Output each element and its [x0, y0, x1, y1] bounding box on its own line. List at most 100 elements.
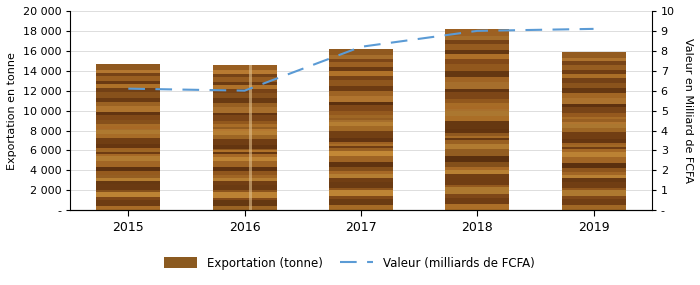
- Bar: [561, 122, 626, 124]
- Bar: [97, 97, 160, 102]
- Bar: [561, 93, 626, 98]
- Bar: [213, 178, 276, 181]
- Bar: [213, 124, 276, 127]
- Bar: [213, 175, 276, 178]
- Bar: [213, 107, 276, 113]
- Bar: [213, 157, 276, 161]
- Bar: [97, 181, 160, 184]
- Bar: [97, 198, 160, 200]
- Bar: [445, 99, 509, 103]
- Bar: [561, 107, 626, 113]
- Bar: [213, 181, 276, 185]
- Bar: [445, 174, 509, 178]
- Bar: [561, 163, 626, 168]
- Bar: [329, 167, 393, 171]
- Bar: [445, 138, 509, 141]
- Bar: [329, 115, 393, 117]
- Bar: [329, 146, 393, 148]
- Bar: [329, 55, 393, 59]
- Bar: [97, 88, 160, 92]
- Bar: [213, 93, 276, 98]
- Bar: [329, 188, 393, 190]
- Bar: [97, 102, 160, 106]
- Bar: [97, 175, 160, 178]
- Bar: [445, 64, 509, 71]
- Bar: [561, 52, 626, 58]
- Bar: [561, 58, 626, 61]
- Bar: [329, 131, 393, 138]
- Bar: [445, 121, 509, 129]
- Bar: [213, 190, 276, 192]
- Bar: [445, 141, 509, 144]
- Bar: [561, 124, 626, 128]
- Bar: [329, 111, 393, 115]
- Bar: [445, 50, 509, 54]
- Bar: [561, 70, 626, 74]
- Bar: [97, 70, 160, 73]
- Bar: [97, 205, 160, 210]
- Bar: [561, 149, 626, 152]
- Bar: [561, 152, 626, 157]
- Bar: [329, 151, 393, 156]
- Bar: [97, 167, 160, 171]
- Bar: [329, 102, 393, 105]
- Bar: [445, 170, 509, 174]
- Bar: [213, 139, 276, 145]
- Bar: [445, 156, 509, 162]
- Bar: [445, 103, 509, 106]
- Bar: [445, 77, 509, 82]
- Bar: [329, 182, 393, 188]
- Bar: [329, 199, 393, 205]
- Bar: [445, 204, 509, 210]
- Bar: [213, 145, 276, 149]
- Bar: [445, 129, 509, 133]
- Bar: [97, 192, 160, 198]
- Bar: [213, 185, 276, 190]
- Bar: [329, 80, 393, 86]
- Bar: [329, 205, 393, 210]
- Bar: [445, 29, 509, 36]
- Bar: [329, 86, 393, 91]
- Bar: [329, 105, 393, 111]
- Bar: [445, 166, 509, 170]
- Bar: [329, 156, 393, 162]
- Bar: [97, 148, 160, 150]
- Bar: [561, 182, 626, 188]
- Bar: [561, 119, 626, 122]
- Bar: [445, 185, 509, 187]
- Bar: [445, 198, 509, 204]
- Bar: [213, 192, 276, 198]
- Bar: [561, 104, 626, 107]
- Bar: [561, 190, 626, 196]
- Bar: [445, 71, 509, 77]
- Bar: [213, 135, 276, 139]
- Bar: [97, 152, 160, 154]
- Bar: [561, 205, 626, 210]
- Bar: [97, 154, 160, 156]
- Bar: [213, 82, 276, 85]
- Bar: [97, 120, 160, 124]
- Bar: [97, 126, 160, 129]
- Bar: [445, 162, 509, 166]
- Bar: [213, 150, 276, 152]
- Bar: [213, 103, 276, 107]
- Bar: [561, 168, 626, 172]
- Bar: [213, 65, 276, 70]
- Bar: [329, 196, 393, 199]
- Bar: [97, 129, 160, 130]
- Bar: [213, 115, 276, 121]
- Bar: [213, 149, 276, 150]
- Bar: [329, 59, 393, 62]
- Bar: [561, 117, 626, 119]
- Bar: [561, 88, 626, 93]
- Bar: [329, 144, 393, 146]
- Bar: [445, 92, 509, 99]
- Bar: [445, 109, 509, 111]
- Bar: [213, 200, 276, 205]
- Bar: [213, 129, 276, 131]
- Bar: [445, 136, 509, 138]
- Bar: [213, 127, 276, 129]
- Bar: [97, 138, 160, 144]
- Bar: [329, 96, 393, 102]
- Bar: [97, 130, 160, 134]
